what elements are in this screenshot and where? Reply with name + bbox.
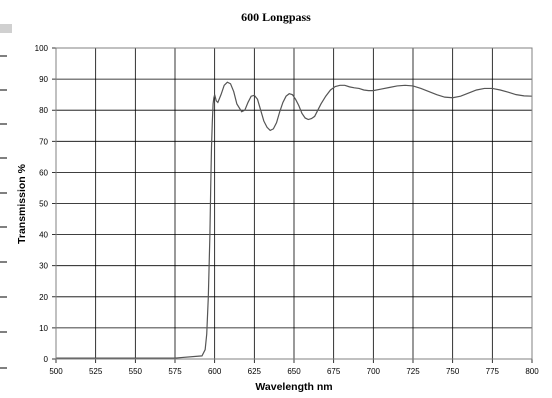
x-tick-label: 625 <box>248 367 262 376</box>
plot-border <box>55 47 533 360</box>
y-tick-label: 60 <box>39 168 48 177</box>
x-tick-labels: 500 525 550 575 600 625 650 675 700 725 750 775 800 <box>49 367 539 376</box>
x-tick-label: 725 <box>406 367 420 376</box>
grid-lines <box>52 47 533 363</box>
x-tick-label: 675 <box>327 367 341 376</box>
left-edge-artifact <box>0 24 12 33</box>
y-axis-title: Transmission % <box>16 163 28 244</box>
x-tick-label: 600 <box>208 367 222 376</box>
x-tick-label: 700 <box>367 367 381 376</box>
y-tick-label: 40 <box>39 231 48 240</box>
left-edge-tick-marks <box>0 55 7 369</box>
x-tick-label: 800 <box>525 367 539 376</box>
x-tick-label: 500 <box>49 367 63 376</box>
y-tick-label: 0 <box>44 355 49 364</box>
y-tick-label: 80 <box>39 106 48 115</box>
y-tick-labels: 0 10 20 30 40 50 60 70 80 90 100 <box>35 44 49 364</box>
x-tick-label: 775 <box>486 367 500 376</box>
series-line-transmission <box>56 81 533 359</box>
x-axis-title: Wavelength nm <box>255 381 332 393</box>
y-tick-label: 20 <box>39 293 48 302</box>
y-tick-label: 30 <box>39 262 48 271</box>
y-tick-label: 100 <box>35 44 49 53</box>
x-tick-label: 750 <box>446 367 460 376</box>
y-tick-label: 70 <box>39 137 48 146</box>
x-tick-label: 650 <box>287 367 301 376</box>
x-tick-label: 550 <box>129 367 143 376</box>
y-tick-label: 10 <box>39 324 48 333</box>
y-tick-label: 90 <box>39 75 48 84</box>
y-tick-label: 50 <box>39 200 48 209</box>
chart-title: 600 Longpass <box>241 10 311 24</box>
x-tick-label: 575 <box>168 367 182 376</box>
x-tick-label: 525 <box>89 367 103 376</box>
